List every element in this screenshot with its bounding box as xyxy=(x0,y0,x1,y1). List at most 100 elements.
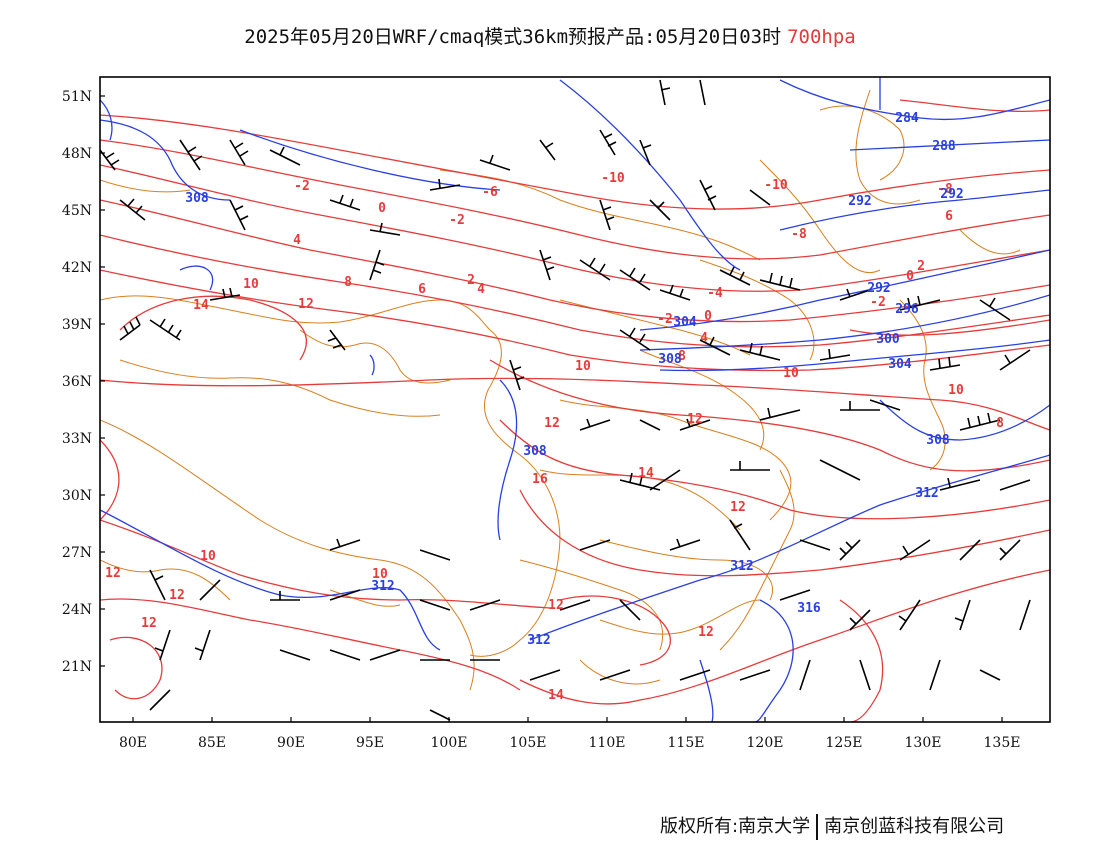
temp-label: 2 xyxy=(917,259,925,274)
height-labels: 284 288 292 292 292 296 300 304 304 308 … xyxy=(185,111,963,648)
x-tick-label: 120E xyxy=(747,735,784,751)
height-label: 308 xyxy=(523,444,547,459)
height-label: 296 xyxy=(895,302,919,317)
temp-label: 8 xyxy=(678,349,686,364)
temp-label: 4 xyxy=(293,233,301,248)
temp-label: -2 xyxy=(449,213,465,228)
temp-label: 12 xyxy=(548,598,564,613)
plot-frame xyxy=(99,76,1051,723)
y-tick-label: 27N xyxy=(62,545,92,561)
x-tick-label: 115E xyxy=(668,735,705,751)
height-label: 292 xyxy=(867,281,890,296)
y-tick-label: 33N xyxy=(62,431,92,447)
temp-label: 6 xyxy=(945,209,953,224)
temp-label: -2 xyxy=(294,179,310,194)
temp-label: 14 xyxy=(638,466,654,481)
x-tick-label: 110E xyxy=(589,735,626,751)
temp-label: 12 xyxy=(730,500,746,515)
copyright-left: 版权所有:南京大学 xyxy=(660,816,811,837)
temperature-labels: -10 -10 -8 -8 -6 -4 -2 -2 -2 -2 0 0 0 2 … xyxy=(105,171,1004,703)
x-tick-label: 105E xyxy=(510,735,547,751)
height-label: 284 xyxy=(895,111,919,126)
y-axis-labels: 51N 48N 45N 42N 39N 36N 33N 30N 27N 24N … xyxy=(62,89,92,675)
height-label: 304 xyxy=(673,315,697,330)
height-label: 308 xyxy=(926,433,950,448)
temp-label: -8 xyxy=(937,182,953,197)
temp-label: 8 xyxy=(344,275,352,290)
height-label: 308 xyxy=(185,191,209,206)
y-tick-label: 45N xyxy=(62,203,92,219)
temp-label: 12 xyxy=(169,588,185,603)
temp-label: -4 xyxy=(707,286,723,301)
height-label: 300 xyxy=(876,332,900,347)
temp-label: 12 xyxy=(544,416,560,431)
x-tick-label: 90E xyxy=(277,735,305,751)
temp-label: 10 xyxy=(948,383,964,398)
x-tick-label: 95E xyxy=(356,735,384,751)
x-axis-labels: 80E 85E 90E 95E 100E 105E 110E 115E 120E… xyxy=(119,735,1021,751)
x-tick-label: 85E xyxy=(198,735,226,751)
temp-label: 14 xyxy=(548,688,564,703)
y-tick-label: 30N xyxy=(62,488,92,504)
temp-label: 0 xyxy=(378,201,386,216)
title-level: 700hpa xyxy=(787,26,856,48)
wind-barbs xyxy=(100,79,1031,721)
y-tick-label: 21N xyxy=(62,659,92,675)
map-title: 2025年05月20日WRF/cmaq模式36km预报产品:05月20日03时 7… xyxy=(0,22,1100,49)
temp-label: 2 xyxy=(467,273,475,288)
title-main: 2025年05月20日WRF/cmaq模式36km预报产品:05月20日03时 xyxy=(244,26,782,48)
temp-label: -6 xyxy=(482,185,498,200)
x-tick-label: 125E xyxy=(826,735,863,751)
height-label: 312 xyxy=(730,559,753,574)
temp-label: 4 xyxy=(477,282,485,297)
temp-label: 14 xyxy=(193,298,209,313)
temp-label: 4 xyxy=(700,331,708,346)
temp-label: 6 xyxy=(418,282,426,297)
temp-label: 12 xyxy=(105,566,121,581)
temp-label: 12 xyxy=(698,625,714,640)
temp-label: 0 xyxy=(704,309,712,324)
y-tick-label: 42N xyxy=(62,260,92,276)
x-tick-label: 80E xyxy=(119,735,147,751)
temp-label: 0 xyxy=(906,269,914,284)
y-tick-label: 24N xyxy=(62,602,92,618)
height-label: 304 xyxy=(888,357,912,372)
temp-label: 10 xyxy=(575,359,591,374)
y-tick-label: 39N xyxy=(62,317,92,333)
footer-divider xyxy=(816,814,819,840)
copyright-footer: 版权所有:南京大学 南京创蓝科技有限公司 xyxy=(660,812,1004,840)
temp-label: 10 xyxy=(372,567,388,582)
x-tick-label: 130E xyxy=(905,735,942,751)
temp-label: 12 xyxy=(687,412,703,427)
height-label: 312 xyxy=(527,633,550,648)
height-label: 292 xyxy=(848,194,871,209)
temp-label: 10 xyxy=(200,549,216,564)
y-tick-label: 36N xyxy=(62,374,92,390)
border-lines xyxy=(100,89,1021,691)
height-label: 292 xyxy=(940,187,963,202)
temp-label: 10 xyxy=(783,366,799,381)
copyright-right: 南京创蓝科技有限公司 xyxy=(824,816,1005,837)
temp-label: -8 xyxy=(791,227,807,242)
axis-ticks xyxy=(100,95,1003,722)
temp-label: 12 xyxy=(141,616,157,631)
x-tick-label: 135E xyxy=(984,735,1021,751)
temp-label: 12 xyxy=(298,297,314,312)
temp-label: -10 xyxy=(601,171,625,186)
height-label: 316 xyxy=(797,601,821,616)
y-tick-label: 51N xyxy=(62,89,92,105)
temp-label: 10 xyxy=(243,277,259,292)
temp-label: 8 xyxy=(996,416,1004,431)
height-contours xyxy=(100,77,1050,722)
height-label: 288 xyxy=(932,139,956,154)
temp-label: -10 xyxy=(764,178,788,193)
x-tick-label: 100E xyxy=(431,735,468,751)
height-label: 312 xyxy=(371,579,394,594)
temp-label: -2 xyxy=(870,295,886,310)
y-tick-label: 48N xyxy=(62,146,92,162)
temp-label: 16 xyxy=(532,472,548,487)
height-label: 308 xyxy=(658,352,682,367)
temp-label: -2 xyxy=(657,312,673,327)
height-label: 312 xyxy=(915,486,938,501)
